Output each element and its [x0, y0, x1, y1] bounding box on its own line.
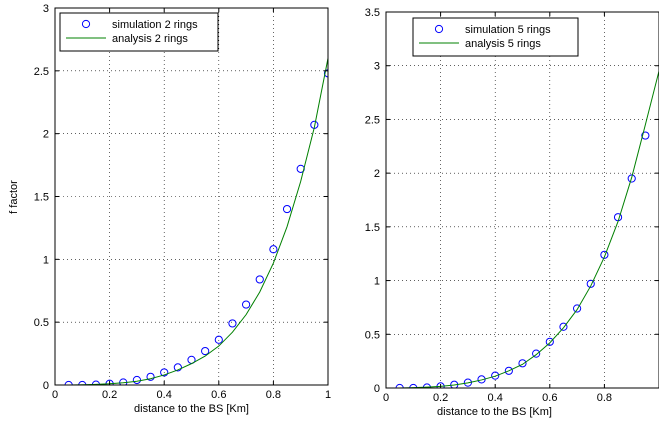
series-line — [386, 70, 659, 388]
data-point — [132, 375, 141, 385]
plot-area — [386, 12, 659, 388]
data-point — [545, 337, 554, 346]
data-point — [269, 245, 278, 254]
chart-panel-1: 0 0.2 0.4 0.6 0.8 1 0 0.5 1 1.5 2 2.5 3 distance to t… — [8, 3, 331, 415]
legend-box — [412, 17, 579, 57]
y-tick-label: 0 — [43, 380, 49, 392]
y-tick-label: 0.5 — [34, 317, 49, 329]
y-tick-label: 2 — [43, 129, 49, 141]
y-tick-label: 1 — [43, 254, 49, 266]
legend: simulation 2 rings analysis 2 rings — [59, 12, 219, 52]
data-point — [627, 174, 636, 183]
series-line — [55, 58, 328, 385]
data-point — [160, 368, 169, 377]
data-point — [504, 366, 513, 375]
data-point — [518, 359, 527, 368]
x-axis-label: distance to the BS [Km] — [437, 406, 552, 418]
data-point — [573, 304, 582, 313]
legend-marker-swatch — [81, 19, 91, 29]
legend-marker-swatch — [434, 24, 444, 34]
series-line — [55, 58, 328, 385]
x-tick-label: 0.4 — [157, 389, 172, 401]
data-point — [242, 300, 251, 309]
axes-frame — [385, 11, 659, 389]
data-point — [214, 335, 223, 344]
x-tick-label: 0 — [52, 389, 58, 401]
data-point — [201, 346, 210, 356]
data-point — [491, 371, 500, 380]
y-tick-label: 2.5 — [34, 66, 49, 78]
x-tick-label: 0.8 — [597, 392, 612, 404]
x-tick-label: 0.6 — [211, 389, 226, 401]
x-tick-label: 0.4 — [488, 392, 503, 404]
y-tick-label: 3 — [43, 3, 49, 15]
data-point — [600, 250, 609, 259]
y-tick-label: 0 — [374, 383, 380, 395]
data-point — [586, 279, 595, 288]
legend-label: simulation 2 rings — [112, 19, 198, 31]
x-tick-label: 0 — [383, 392, 389, 404]
x-tick-label: 0.2 — [102, 389, 117, 401]
chart-panel-2: 0 0.2 0.4 0.6 0.8 0 0.5 1 1.5 2 2.5 3 3.5 distance to… — [365, 7, 659, 418]
y-tick-label: 2 — [374, 168, 380, 180]
y-tick-label: 1.5 — [365, 222, 380, 234]
series-line — [386, 70, 659, 388]
legend-label: analysis 2 rings — [112, 33, 188, 45]
data-point — [641, 131, 650, 140]
legend-label: simulation 5 rings — [465, 24, 551, 36]
y-axis-label: f factor — [8, 180, 20, 214]
legend-box — [59, 12, 219, 52]
data-point — [463, 378, 472, 387]
y-tick-label: 2.5 — [365, 114, 380, 126]
data-point — [559, 322, 568, 331]
data-point — [228, 319, 237, 328]
y-tick-label: 1 — [374, 276, 380, 288]
y-tick-label: 3 — [374, 61, 380, 73]
data-point — [255, 275, 264, 284]
data-point — [173, 363, 182, 372]
x-axis-label: distance to the BS [Km] — [134, 403, 249, 415]
x-tick-label: 1 — [325, 389, 331, 401]
legend-label: analysis 5 rings — [465, 38, 541, 50]
x-tick-label: 0.6 — [542, 392, 557, 404]
data-point — [532, 349, 541, 358]
y-tick-label: 1.5 — [34, 192, 49, 204]
y-tick-label: 0.5 — [365, 329, 380, 341]
legend: simulation 5 rings analysis 5 rings — [412, 17, 579, 57]
x-tick-label: 0.2 — [433, 392, 448, 404]
data-point — [146, 372, 155, 381]
data-point — [282, 204, 292, 214]
y-tick-label: 3.5 — [365, 7, 380, 19]
x-tick-label: 0.8 — [266, 389, 281, 401]
